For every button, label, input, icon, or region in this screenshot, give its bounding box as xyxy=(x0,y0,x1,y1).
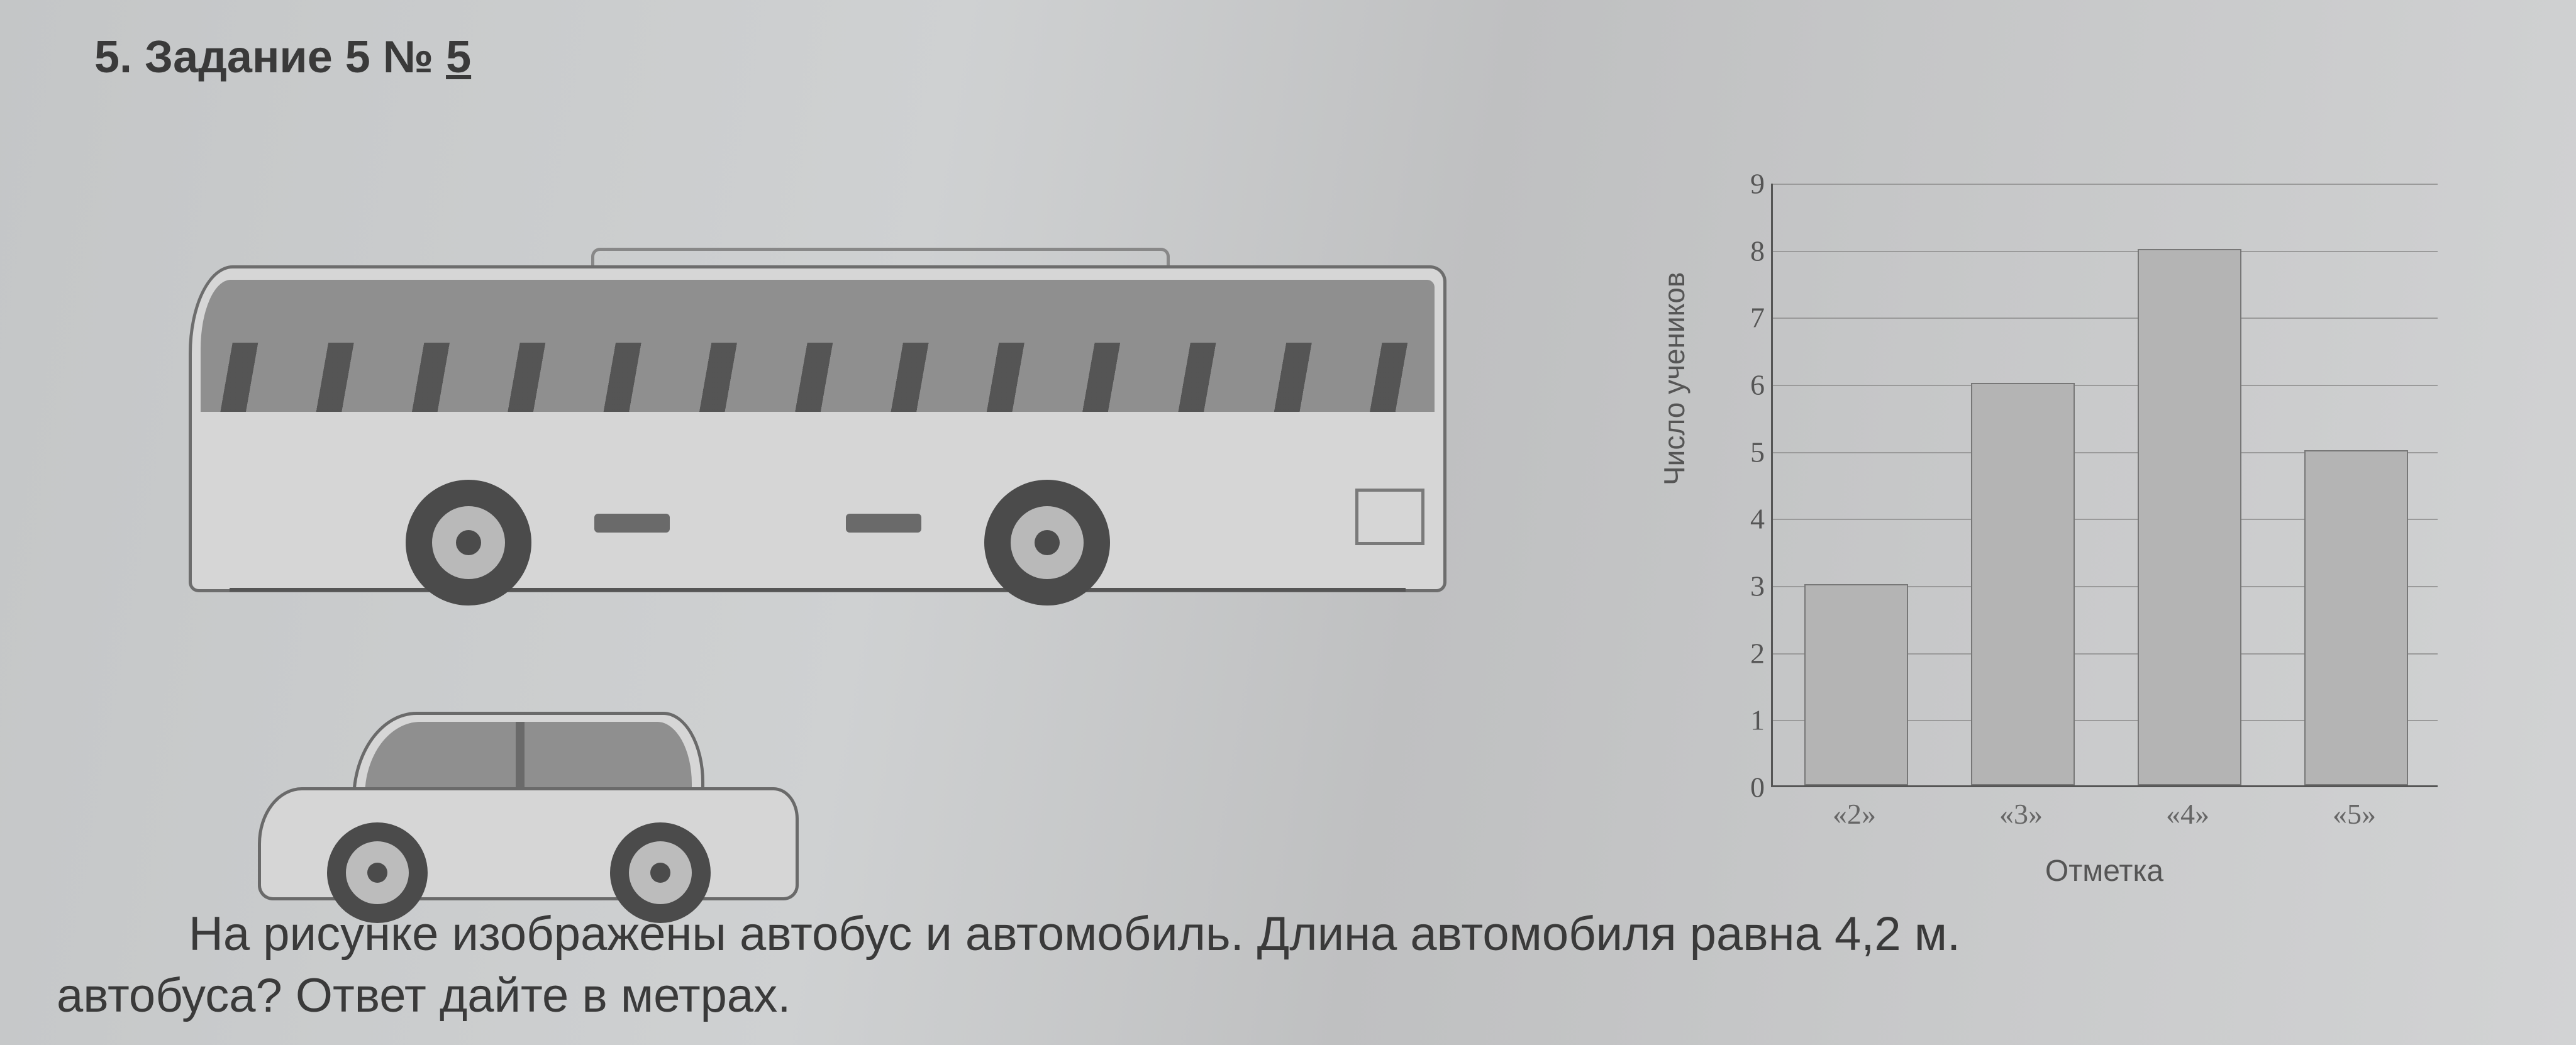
task-text-line2: автобуса? Ответ дайте в метрах. xyxy=(57,969,791,1022)
chart-x-tick: «4» xyxy=(2166,797,2209,831)
bus-wheel-front xyxy=(406,480,531,605)
chart-y-tick: 2 xyxy=(1733,636,1765,670)
chart-x-tick: «2» xyxy=(1833,797,1876,831)
heading-number-link[interactable]: 5 xyxy=(446,32,471,82)
chart-gridline xyxy=(1773,184,2438,185)
chart-bar xyxy=(2304,450,2407,785)
chart-y-tick: 1 xyxy=(1733,704,1765,737)
chart-y-tick: 6 xyxy=(1733,368,1765,402)
bus-wheel-rear xyxy=(984,480,1110,605)
chart-y-axis-label: Число учеников xyxy=(1657,272,1691,485)
chart-y-tick: 0 xyxy=(1733,771,1765,804)
chart-plot-area xyxy=(1771,184,2438,787)
chart-x-tick: «3» xyxy=(1999,797,2043,831)
chart-bar xyxy=(2138,249,2241,785)
chart-bar xyxy=(1804,584,1907,785)
chart-x-axis-label: Отметка xyxy=(1771,854,2438,888)
chart-y-tick: 3 xyxy=(1733,570,1765,603)
bus-illustration xyxy=(189,240,1446,649)
chart-y-tick: 5 xyxy=(1733,435,1765,468)
bus-underline xyxy=(230,588,1406,592)
chart-y-tick: 9 xyxy=(1733,167,1765,201)
chart-y-tick: 8 xyxy=(1733,234,1765,267)
worksheet-page: 5. Задание 5 № 5 Ч xyxy=(0,0,2576,1045)
content-area: Число учеников Отметка 0 1 2 3 4 5 6 7 8 9 «2» «3» «… xyxy=(50,102,2526,919)
bus-side-vent xyxy=(846,514,921,533)
chart-gridline xyxy=(1773,251,2438,252)
chart-gridline xyxy=(1773,385,2438,386)
bus-body xyxy=(189,265,1446,592)
task-heading: 5. Задание 5 № 5 xyxy=(94,31,2526,83)
bus-rear-panel xyxy=(1355,489,1424,545)
task-body-text: На рисунке изображены автобус и автомоби… xyxy=(57,904,2551,1026)
chart-bar xyxy=(1971,383,2074,785)
bus-side-vent xyxy=(594,514,670,533)
car-glass xyxy=(365,722,692,796)
chart-x-tick: «5» xyxy=(2333,797,2376,831)
car-illustration xyxy=(258,705,799,919)
car-b-pillar xyxy=(516,722,525,796)
bus-window-band xyxy=(201,280,1435,412)
grades-bar-chart: Число учеников Отметка 0123456789«2»«3»«… xyxy=(1645,171,2450,907)
chart-y-tick: 4 xyxy=(1733,502,1765,536)
chart-y-tick: 7 xyxy=(1733,301,1765,335)
chart-gridline xyxy=(1773,318,2438,319)
task-text-line1: На рисунке изображены автобус и автомоби… xyxy=(189,907,1960,961)
heading-prefix: 5. Задание 5 № xyxy=(94,32,446,82)
